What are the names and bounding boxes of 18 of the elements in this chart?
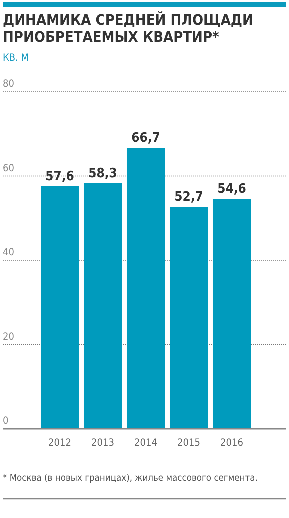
data-label: 66,7: [132, 131, 160, 146]
data-label: 52,7: [174, 190, 204, 205]
x-tick-label: 2015: [178, 438, 200, 449]
data-label: 58,3: [88, 166, 118, 182]
data-label: 57,6: [46, 169, 74, 184]
y-tick-label: 60: [3, 163, 15, 174]
y-tick-label: 20: [3, 332, 15, 343]
y-axis-title: КВ. М: [3, 53, 30, 64]
data-label: 54,6: [218, 182, 246, 197]
x-tick-label: 2016: [220, 438, 244, 449]
y-tick-label: 80: [3, 79, 15, 90]
x-tick-label: 2012: [48, 438, 72, 449]
x-tick-label: 2014: [134, 438, 158, 449]
x-tick-label: 2013: [92, 438, 114, 449]
chart-title: ДИНАМИКА СРЕДНЕЙ ПЛОЩАДИ ПРИОБРЕТАЕМЫХ КВАРТИР*: [3, 11, 254, 46]
text: * Москва (в новых границах), жилье массового сегмента.: [3, 473, 258, 484]
y-tick-label: 40: [3, 248, 15, 258]
y-tick-label: 0: [3, 416, 9, 427]
